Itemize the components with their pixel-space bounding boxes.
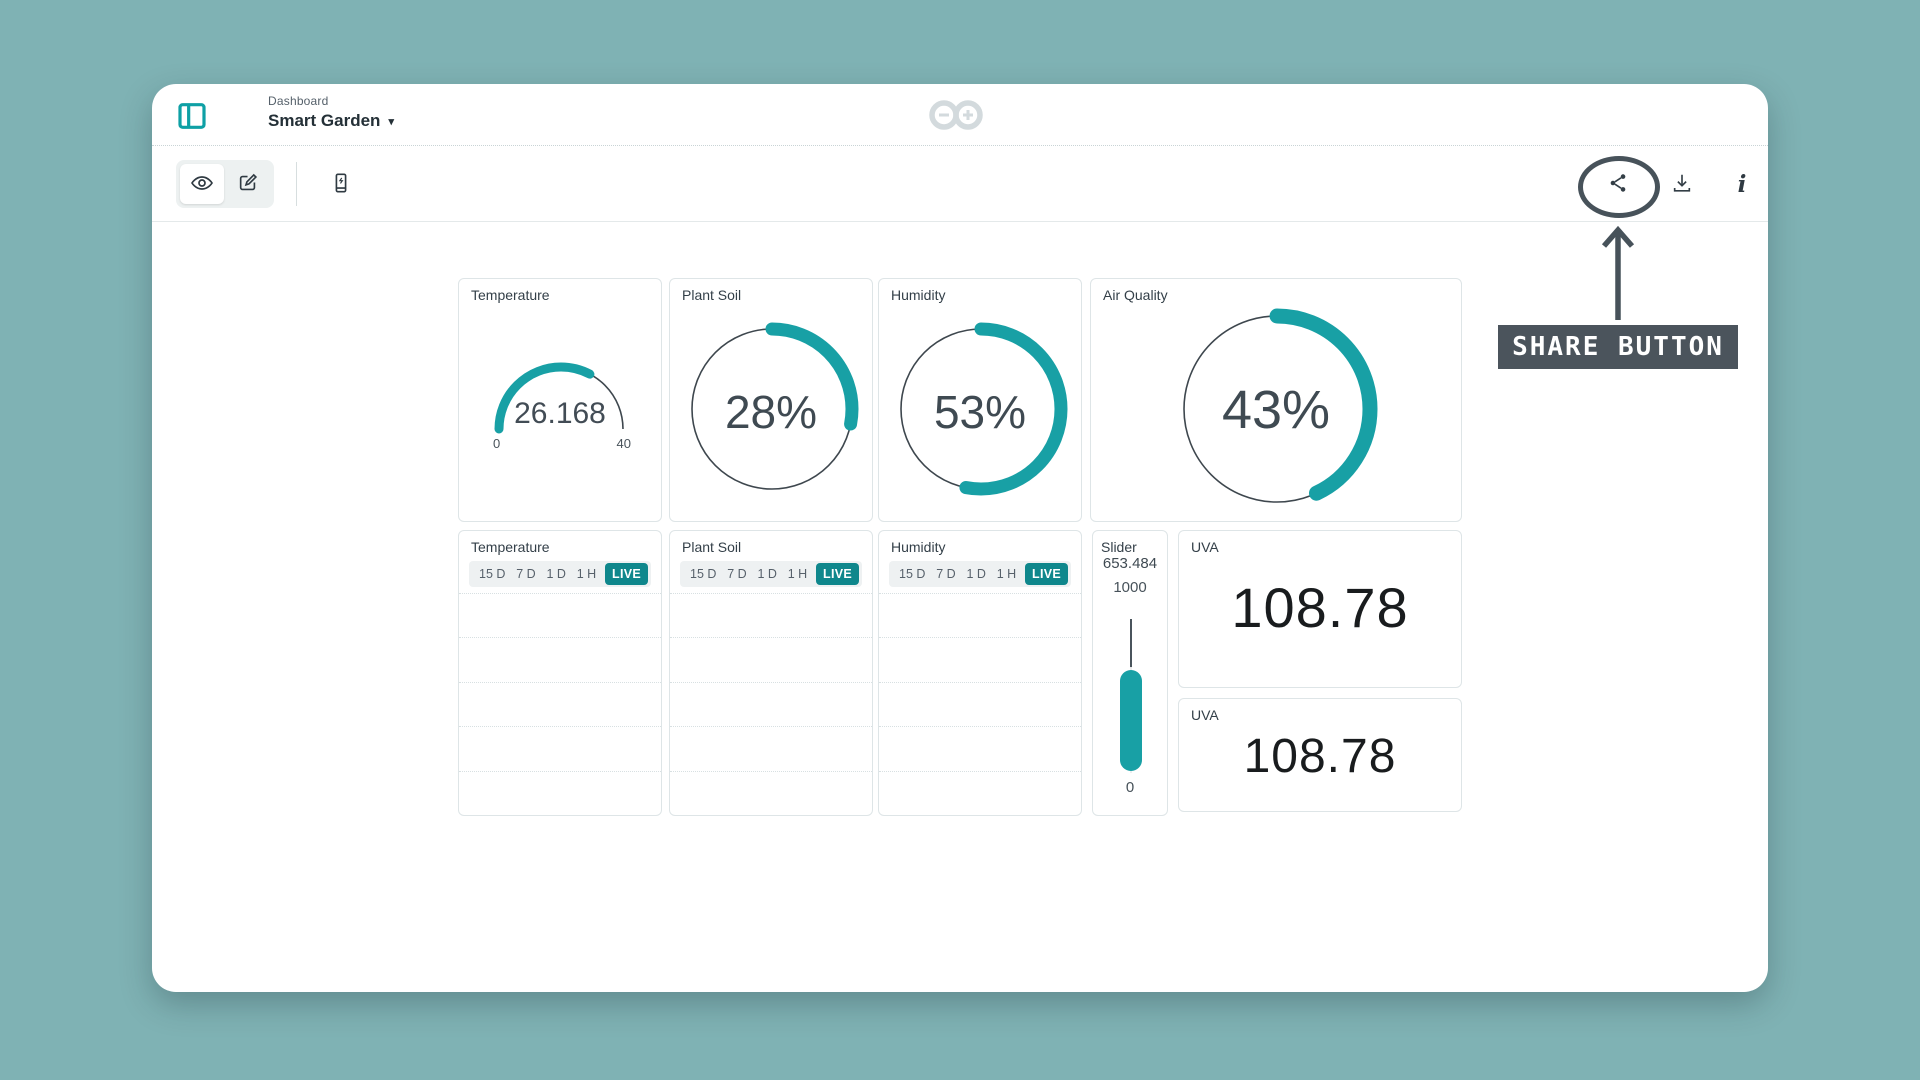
widget-temperature-gauge: Temperature 26.168 0 40 xyxy=(458,278,662,522)
widget-title: UVA xyxy=(1191,539,1219,555)
app-window: Dashboard Smart Garden ▾ xyxy=(152,84,1768,992)
time-range-15d[interactable]: 15 D xyxy=(479,567,506,581)
chevron-down-icon: ▾ xyxy=(388,115,394,128)
annotation-arrow-up-icon xyxy=(1600,222,1636,327)
mobile-preview-button[interactable] xyxy=(319,162,363,206)
edit-icon xyxy=(237,172,259,197)
time-range-1h[interactable]: 1 H xyxy=(787,567,808,581)
widget-plant-soil-chart: Plant Soil 15 D 7 D 1 D 1 H LIVE xyxy=(669,530,873,816)
page-title: Smart Garden xyxy=(268,111,381,130)
info-button[interactable]: i xyxy=(1720,162,1764,206)
widget-title: Slider xyxy=(1101,539,1137,555)
widget-uva-value-2: UVA 108.78 xyxy=(1178,698,1462,812)
gauge-min-label: 0 xyxy=(493,436,501,451)
download-button[interactable] xyxy=(1660,162,1704,206)
dashboard-title-dropdown[interactable]: Smart Garden ▾ xyxy=(268,111,394,131)
value-readout: 108.78 xyxy=(1243,730,1397,783)
info-icon: i xyxy=(1737,170,1747,198)
widget-title: Temperature xyxy=(471,287,550,303)
gauge-value: 26.168 xyxy=(514,397,606,430)
toolbar: i xyxy=(152,146,1768,222)
panel-left-icon xyxy=(176,103,208,135)
view-mode-toggle xyxy=(176,160,274,208)
widget-humidity-percentage: Humidity 53% xyxy=(878,278,1082,522)
arduino-logo xyxy=(925,98,995,132)
widget-title: Humidity xyxy=(891,287,946,303)
eye-icon xyxy=(190,171,214,198)
annotation-label: SHARE BUTTON xyxy=(1498,325,1738,369)
time-range-live[interactable]: LIVE xyxy=(816,563,859,585)
time-range-7d[interactable]: 7 D xyxy=(936,567,956,581)
time-range-bar: 15 D 7 D 1 D 1 H LIVE xyxy=(469,561,651,587)
ring-value: 28% xyxy=(724,386,818,438)
widget-title: Plant Soil xyxy=(682,287,742,303)
ring-value: 43% xyxy=(1221,380,1331,440)
chart-plot-area xyxy=(879,593,1081,815)
time-range-7d[interactable]: 7 D xyxy=(727,567,747,581)
widget-plant-soil-percentage: Plant Soil 28% xyxy=(669,278,873,522)
time-range-15d[interactable]: 15 D xyxy=(690,567,717,581)
gauge-max-label: 40 xyxy=(616,436,631,451)
slider-value: 653.484 xyxy=(1102,555,1158,572)
time-range-bar: 15 D 7 D 1 D 1 H LIVE xyxy=(889,561,1071,587)
app-header: Dashboard Smart Garden ▾ xyxy=(152,84,1768,146)
widget-title: UVA xyxy=(1191,707,1219,723)
widget-title: Plant Soil xyxy=(682,539,742,555)
toolbar-divider xyxy=(296,162,297,206)
time-range-1d[interactable]: 1 D xyxy=(546,567,566,581)
breadcrumb: Dashboard xyxy=(268,94,329,108)
sidebar-toggle-button[interactable] xyxy=(176,100,208,132)
widget-title: Temperature xyxy=(471,539,550,555)
widget-slider: Slider 653.484 1000 0 xyxy=(1092,530,1168,816)
ring-value: 53% xyxy=(933,386,1027,438)
widget-air-quality-percentage: Air Quality 43% xyxy=(1090,278,1462,522)
view-mode-button[interactable] xyxy=(180,164,224,204)
chart-plot-area xyxy=(459,593,661,815)
share-button[interactable] xyxy=(1596,162,1640,206)
widget-temperature-chart: Temperature 15 D 7 D 1 D 1 H LIVE xyxy=(458,530,662,816)
time-range-1d[interactable]: 1 D xyxy=(757,567,777,581)
mobile-phone-icon xyxy=(330,172,352,197)
time-range-1h[interactable]: 1 H xyxy=(576,567,597,581)
time-range-7d[interactable]: 7 D xyxy=(516,567,536,581)
time-range-1h[interactable]: 1 H xyxy=(996,567,1017,581)
edit-mode-button[interactable] xyxy=(226,164,270,204)
widget-humidity-chart: Humidity 15 D 7 D 1 D 1 H LIVE xyxy=(878,530,1082,816)
slider-max-label: 1000 xyxy=(1113,579,1147,596)
time-range-live[interactable]: LIVE xyxy=(1025,563,1068,585)
time-range-bar: 15 D 7 D 1 D 1 H LIVE xyxy=(680,561,862,587)
time-range-1d[interactable]: 1 D xyxy=(966,567,986,581)
widget-title: Air Quality xyxy=(1103,287,1168,303)
widget-title: Humidity xyxy=(891,539,946,555)
time-range-live[interactable]: LIVE xyxy=(605,563,648,585)
slider-min-label: 0 xyxy=(1125,779,1135,796)
widget-uva-value-1: UVA 108.78 xyxy=(1178,530,1462,688)
share-icon xyxy=(1607,172,1629,197)
value-readout: 108.78 xyxy=(1231,576,1409,639)
chart-plot-area xyxy=(670,593,872,815)
download-icon xyxy=(1671,172,1693,197)
time-range-15d[interactable]: 15 D xyxy=(899,567,926,581)
slider-thumb[interactable] xyxy=(1120,670,1142,771)
